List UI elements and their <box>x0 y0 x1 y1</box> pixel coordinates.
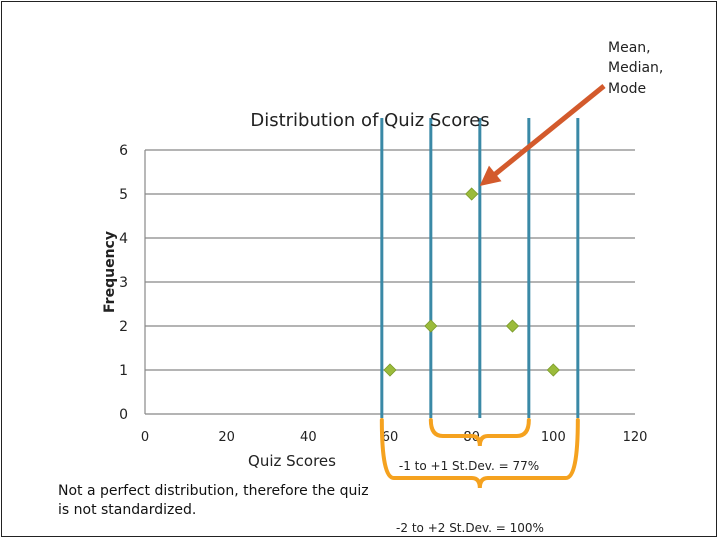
y-tick-0: 0 <box>119 407 128 423</box>
std-dev-lines <box>380 118 580 418</box>
y-tick-1: 1 <box>119 363 128 379</box>
x-tick-120: 120 <box>623 430 648 445</box>
mean-label-line-2: Median, <box>608 60 663 76</box>
x-tick-40: 40 <box>300 430 317 445</box>
data-points <box>383 187 560 377</box>
x-axis-label: Quiz Scores <box>248 452 336 470</box>
x-tick-labels: 0 20 40 60 80 100 120 <box>141 430 648 445</box>
data-point-1 <box>383 363 397 377</box>
data-point-4 <box>505 319 520 333</box>
data-point-3 <box>465 187 479 201</box>
arrow-shaft <box>490 84 606 179</box>
y-axis-label: Frequency <box>102 231 118 313</box>
y-tick-labels: 0 1 2 3 4 5 6 <box>119 143 128 423</box>
y-tick-6: 6 <box>119 143 128 159</box>
standardization-note: Not a perfect distribution, therefore th… <box>58 483 369 518</box>
y-tick-4: 4 <box>119 231 128 247</box>
arrow-head <box>479 165 502 186</box>
y-tick-5: 5 <box>119 187 128 203</box>
one-sd-label: -1 to +1 St.Dev. = 77% <box>399 459 539 473</box>
x-tick-100: 100 <box>541 430 566 445</box>
brace-two-sd <box>379 418 580 489</box>
x-tick-20: 20 <box>218 430 235 445</box>
data-point-2 <box>424 319 438 333</box>
mean-label-line-3: Mode <box>608 81 646 97</box>
chart-title: Distribution of Quiz Scores <box>250 110 489 131</box>
std-dev-braces <box>379 418 580 489</box>
data-point-5 <box>546 363 560 377</box>
brace-one-sd <box>428 418 531 447</box>
y-tick-3: 3 <box>119 275 128 291</box>
x-tick-60: 60 <box>382 430 399 445</box>
mean-arrow <box>479 84 606 186</box>
mean-label-line-1: Mean, <box>608 40 651 56</box>
y-tick-2: 2 <box>119 319 128 335</box>
x-tick-0: 0 <box>141 430 149 445</box>
two-sd-label: -2 to +2 St.Dev. = 100% <box>396 521 544 535</box>
